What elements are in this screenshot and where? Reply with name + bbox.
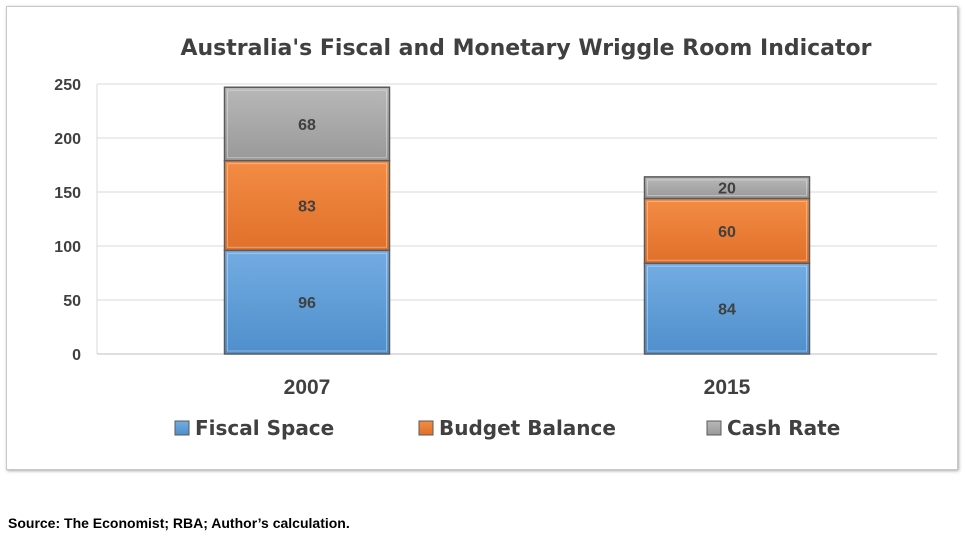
bar-segment <box>643 197 811 265</box>
bar-bevel <box>227 163 387 248</box>
data-label: 84 <box>718 302 736 319</box>
y-tick-label: 250 <box>54 77 81 94</box>
legend-label: Budget Balance <box>439 416 616 440</box>
legend-label: Fiscal Space <box>195 416 334 440</box>
bar-bevel <box>227 252 387 352</box>
legend-swatch <box>706 420 722 436</box>
data-labels: 96 83 68 84 60 20 <box>298 117 736 319</box>
y-tick-label: 50 <box>63 293 81 310</box>
x-tick-label: 2015 <box>704 376 751 399</box>
chart-title: Australia's Fiscal and Monetary Wriggle … <box>180 36 871 61</box>
bar-bevel <box>227 89 387 159</box>
legend-swatch <box>418 420 434 436</box>
legend-label: Cash Rate <box>727 416 840 440</box>
data-label: 68 <box>298 117 316 134</box>
y-tick-label: 0 <box>72 347 81 364</box>
gridlines <box>96 83 937 355</box>
y-tick-label: 150 <box>54 185 81 202</box>
bar-bevel <box>647 265 807 352</box>
data-label: 96 <box>298 295 316 312</box>
data-label: 83 <box>298 199 316 216</box>
chart-area: Australia's Fiscal and Monetary Wriggle … <box>6 6 958 470</box>
source-note: Source: The Economist; RBA; Author’s cal… <box>8 515 350 531</box>
bars <box>223 86 811 355</box>
bar-segment <box>223 86 391 162</box>
bar-bevel <box>647 179 807 196</box>
legend-item: Fiscal Space <box>174 416 334 440</box>
data-label: 20 <box>718 181 736 198</box>
chart-svg: Australia's Fiscal and Monetary Wriggle … <box>54 36 937 440</box>
legend-item: Budget Balance <box>418 416 616 440</box>
legend-item: Cash Rate <box>706 416 840 440</box>
x-tick-label: 2007 <box>284 376 331 399</box>
y-axis: 0 50 100 150 200 250 <box>54 77 81 364</box>
bar-bevel <box>647 200 807 261</box>
data-label: 60 <box>718 224 736 241</box>
y-tick-label: 100 <box>54 239 81 256</box>
bar-segment <box>643 176 811 200</box>
y-tick-label: 200 <box>54 131 81 148</box>
legend: Fiscal Space Budget Balance Cash Rate <box>174 416 840 440</box>
x-axis: 2007 2015 <box>284 376 751 399</box>
bar-segment <box>223 249 391 355</box>
legend-swatch <box>174 420 190 436</box>
